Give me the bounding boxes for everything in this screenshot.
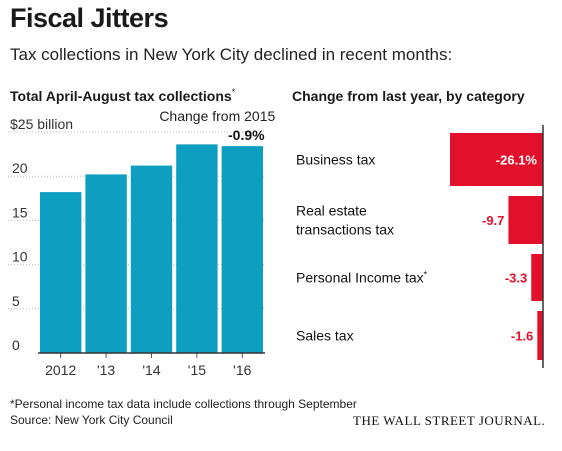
left-panel-title-text: Total April-August tax collections	[10, 88, 232, 104]
footnote: *Personal income tax data include collec…	[10, 397, 357, 411]
y-unit-label: $25 billion	[10, 116, 73, 132]
bar	[537, 311, 543, 360]
y-tick-label: 20	[12, 160, 28, 176]
bar	[531, 254, 543, 301]
category-label: Personal Income tax*	[296, 270, 428, 286]
bar	[176, 144, 218, 353]
x-tick-label: '13	[97, 362, 115, 378]
x-tick-label: '15	[188, 362, 206, 378]
annotation-label: Change from 2015	[159, 108, 275, 124]
left-panel-title-mark: *	[231, 87, 236, 97]
bar	[40, 192, 82, 353]
chart-subtitle: Tax collections in New York City decline…	[10, 45, 453, 64]
category-label: Sales tax	[296, 328, 354, 344]
category-label: transactions tax	[296, 222, 394, 238]
right-panel-title: Change from last year, by category	[292, 88, 525, 104]
x-tick-label: '14	[142, 362, 160, 378]
data-label: -1.6	[511, 329, 533, 344]
data-label: -26.1%	[496, 153, 538, 168]
bar	[508, 196, 543, 244]
category-label: Business tax	[296, 152, 375, 168]
bar	[221, 146, 263, 353]
bar	[130, 165, 173, 353]
y-tick-label: 5	[12, 293, 20, 309]
publisher-logo: THE WALL STREET JOURNAL.	[353, 413, 546, 428]
annotation-value: -0.9%	[228, 127, 265, 143]
category-label: Real estate	[296, 203, 367, 219]
y-tick-label: 15	[12, 204, 28, 220]
y-tick-label: 10	[12, 249, 28, 265]
x-tick-label: 2012	[45, 362, 76, 378]
left-panel-title: Total April-August tax collections*	[10, 87, 236, 104]
data-label: -9.7	[482, 213, 504, 228]
bar	[85, 174, 127, 353]
data-label: -3.3	[505, 271, 527, 286]
x-tick-label: '16	[233, 362, 251, 378]
source-note: Source: New York City Council	[10, 413, 173, 427]
bar	[450, 133, 543, 186]
chart-title: Fiscal Jitters	[10, 3, 169, 33]
category-label-mark: *	[424, 270, 428, 280]
y-tick-label: 0	[12, 337, 20, 353]
